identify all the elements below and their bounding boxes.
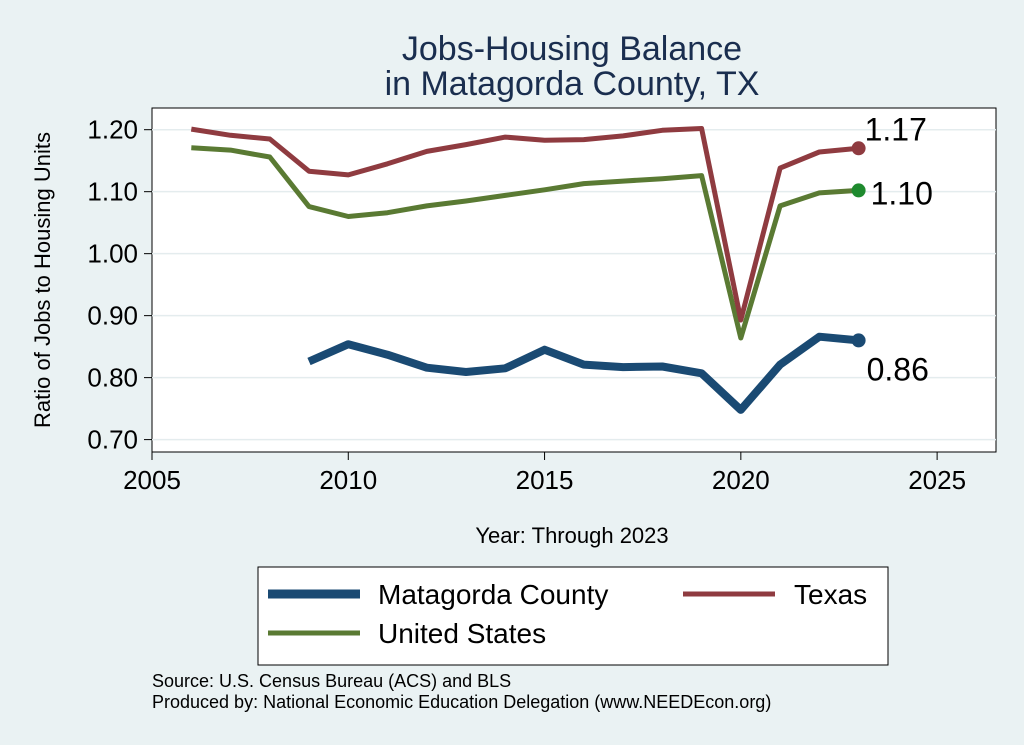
end-label-united-states: 1.10 — [871, 175, 933, 211]
legend-label-matagorda: Matagorda County — [378, 579, 608, 610]
produced-by-note: Produced by: National Economic Education… — [152, 692, 771, 712]
x-axis-label: Year: Through 2023 — [475, 523, 668, 548]
legend-label-united-states: United States — [378, 618, 546, 649]
y-axis-label: Ratio of Jobs to Housing Units — [30, 132, 55, 428]
y-axis: 0.70 0.80 0.90 1.00 1.10 1.20 — [87, 115, 152, 455]
end-marker-texas — [851, 141, 866, 156]
end-labels: 1.10 1.17 0.86 — [865, 111, 933, 387]
series-line-united-states — [191, 145, 859, 341]
legend: Matagorda County Texas United States — [257, 566, 889, 666]
end-label-matagorda: 0.86 — [867, 351, 929, 387]
y-tick-label: 0.90 — [87, 301, 138, 331]
grid — [152, 128, 996, 441]
x-tick-label: 2015 — [516, 465, 574, 495]
chart-title-line-1: Jobs-Housing Balance — [402, 30, 742, 68]
legend-label-texas: Texas — [794, 579, 867, 610]
y-tick-label: 0.70 — [87, 425, 138, 455]
x-tick-label: 2010 — [319, 465, 377, 495]
y-tick-label: 1.10 — [87, 177, 138, 207]
x-tick-label: 2025 — [908, 465, 966, 495]
y-tick-label: 0.80 — [87, 363, 138, 393]
legend-box — [257, 566, 889, 666]
series-lines — [190, 126, 866, 414]
y-tick-label: 1.00 — [87, 239, 138, 269]
series-line-matagorda — [307, 332, 859, 414]
x-axis: 2005 2010 2015 2020 2025 — [123, 452, 966, 495]
y-tick-label: 1.20 — [87, 115, 138, 145]
plot-area — [151, 107, 997, 453]
series-line-texas — [190, 126, 859, 323]
source-note: Source: U.S. Census Bureau (ACS) and BLS — [152, 671, 511, 691]
end-marker-united-states — [851, 183, 866, 198]
end-marker-matagorda — [851, 333, 866, 348]
x-tick-label: 2020 — [712, 465, 770, 495]
x-tick-label: 2005 — [123, 465, 181, 495]
chart-title-line-2: in Matagorda County, TX — [385, 65, 760, 103]
end-label-texas: 1.17 — [865, 111, 927, 147]
